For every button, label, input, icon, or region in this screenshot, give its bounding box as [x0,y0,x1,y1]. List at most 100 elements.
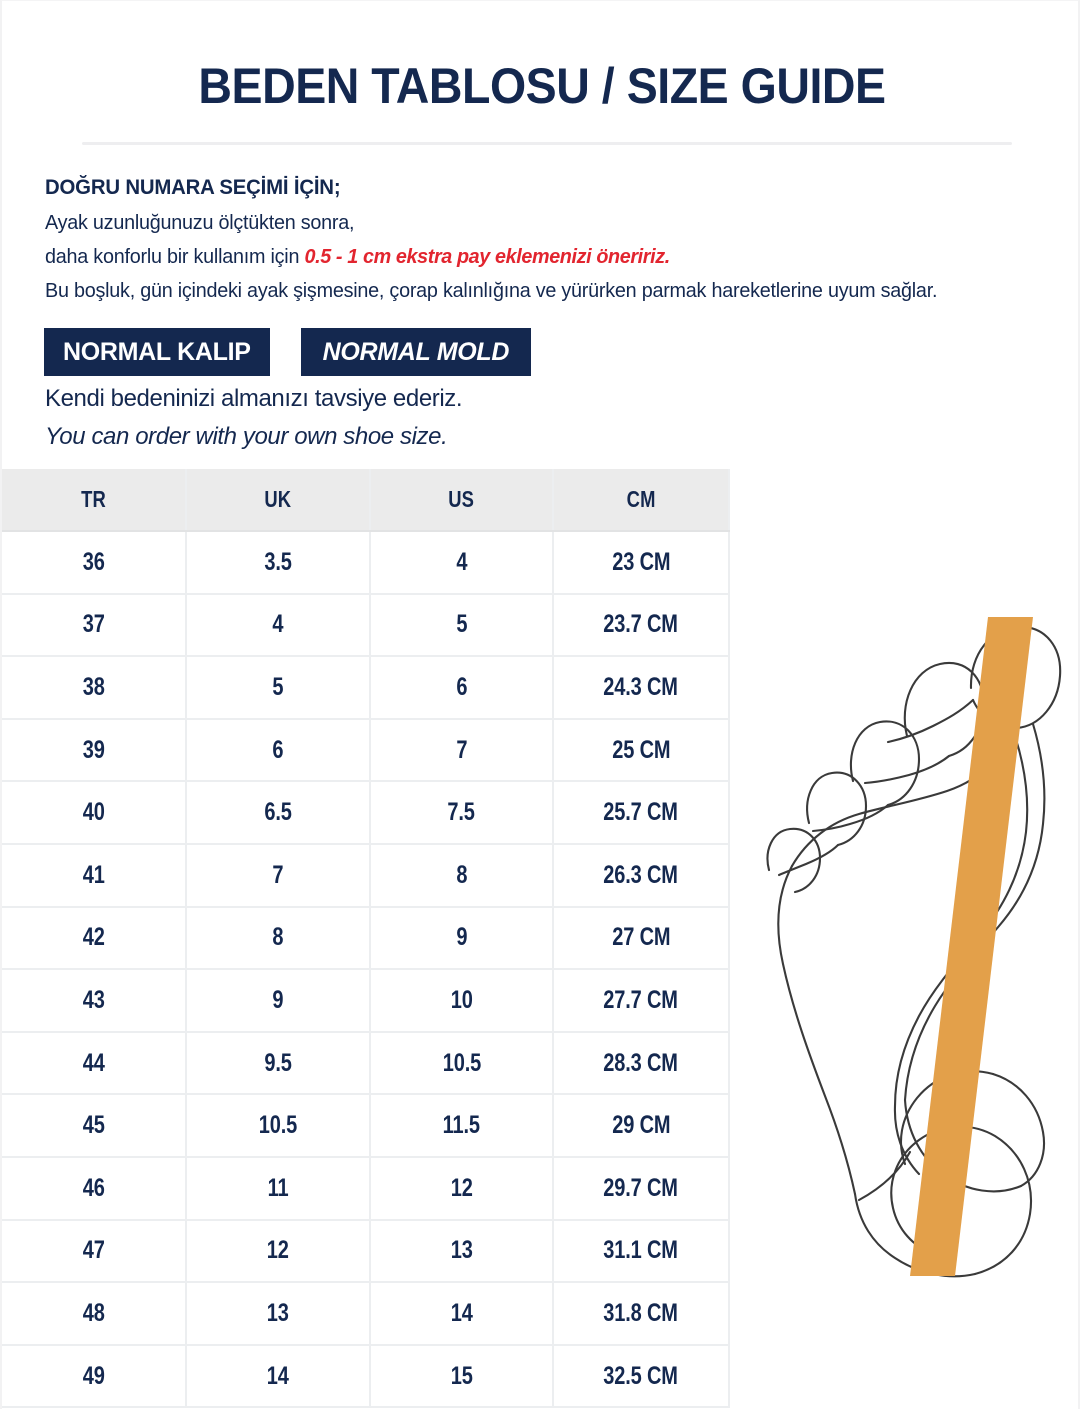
cell-value: 44 [82,1048,105,1077]
cell-value: 27 CM [611,923,671,952]
cell-tr: 41 [2,843,187,908]
cell-value: 10.5 [258,1111,298,1140]
table-row: 47 12 13 31.1 CM [2,1219,730,1284]
cell-value: 10 [450,985,473,1014]
badge-normal-mold: NORMAL MOLD [300,328,532,376]
table-header: TR UK US CM [2,469,730,532]
cell-uk: 8 [186,906,371,971]
cell-us: 11.5 [370,1094,554,1158]
cell-value: 25.7 CM [603,798,679,827]
cell-value: 42 [82,923,105,952]
cell-value: 14 [267,1361,289,1390]
cell-uk: 14 [186,1344,371,1409]
table-row: 44 9.5 10.5 28.3 CM [2,1031,730,1096]
cell-value: 4 [456,547,467,576]
cell-value: 13 [450,1236,473,1265]
cell-value: 41 [82,860,105,889]
cell-tr: 44 [2,1031,187,1096]
cell-value: 13 [267,1298,289,1327]
cell-value: 43 [82,985,105,1014]
cell-value: 37 [82,610,105,639]
cell-us: 7 [370,718,554,783]
cell-value: 7 [456,735,467,764]
cell-cm: 24.3 CM [553,656,730,720]
table-row: 40 6.5 7.5 25.7 CM [2,781,730,845]
column-header-label: US [448,486,475,512]
intro-line-2-prefix: daha konforlu bir kullanım için [45,245,305,268]
cell-value: 7.5 [447,798,476,827]
cell-value: 29 CM [611,1111,671,1140]
cell-cm: 26.3 CM [553,843,730,908]
cell-tr: 43 [2,969,187,1033]
cell-value: 14 [450,1298,473,1327]
cell-cm: 27 CM [553,906,730,971]
cell-value: 39 [82,735,105,764]
column-header-label: CM [626,486,656,512]
cell-cm: 32.5 CM [553,1344,730,1409]
cell-value: 45 [82,1111,105,1140]
cell-value: 28.3 CM [603,1048,679,1077]
cell-value: 48 [82,1298,105,1327]
cell-value: 4 [272,610,284,639]
cell-value: 49 [82,1361,105,1390]
cell-uk: 9.5 [186,1031,371,1096]
intro-line-2-emphasis: 0.5 - 1 cm ekstra pay eklemenizi öneriri… [304,245,670,268]
table-row: 46 11 12 29.7 CM [2,1156,730,1221]
cell-value: 36 [82,547,105,576]
column-header-us: US [370,469,554,532]
table-row: 39 6 7 25 CM [2,718,730,783]
cell-uk: 6 [186,718,371,783]
cell-value: 23 CM [611,547,671,576]
cell-uk: 11 [186,1156,371,1221]
cell-us: 13 [370,1219,554,1284]
cell-value: 38 [82,672,105,701]
cell-cm: 31.1 CM [553,1219,730,1284]
intro-block: DOĞRU NUMARA SEÇİMİ İÇİN; Ayak uzunluğun… [45,173,1045,306]
table-body: 36 3.5 4 23 CM 37 4 5 23.7 CM 38 5 6 24.3 CM 39 6 7 25 … [2,531,730,1409]
cell-cm: 23 CM [553,531,730,595]
cell-uk: 7 [186,843,371,908]
cell-value: 24.3 CM [603,672,679,701]
cell-value: 12 [450,1173,473,1202]
cell-tr: 38 [2,656,187,720]
cell-value: 40 [82,798,105,827]
table-row: 37 4 5 23.7 CM [2,593,730,658]
recommendation-english: You can order with your own shoe size. [45,423,448,450]
cell-us: 9 [370,906,554,971]
column-header-cm: CM [553,469,730,532]
cell-cm: 23.7 CM [553,593,730,658]
table-row: 41 7 8 26.3 CM [2,843,730,908]
cell-cm: 28.3 CM [553,1031,730,1096]
page-title: BEDEN TABLOSU / SIZE GUIDE [198,58,886,114]
cell-value: 11 [267,1173,289,1202]
cell-tr: 48 [2,1282,187,1346]
cell-us: 12 [370,1156,554,1221]
cell-value: 25 CM [611,735,671,764]
cell-tr: 45 [2,1094,187,1158]
cell-us: 15 [370,1344,554,1409]
cell-us: 5 [370,593,554,658]
cell-us: 6 [370,656,554,720]
cell-uk: 9 [186,969,371,1033]
cell-cm: 29 CM [553,1094,730,1158]
cell-value: 29.7 CM [603,1173,679,1202]
table-row: 38 5 6 24.3 CM [2,656,730,720]
table-row: 49 14 15 32.5 CM [2,1344,730,1409]
mold-badges: NORMAL KALIP NORMAL MOLD [44,328,532,376]
cell-value: 9 [456,923,467,952]
badge-normal-kalip: NORMAL KALIP [44,328,270,376]
cell-uk: 6.5 [186,781,371,845]
table-row: 48 13 14 31.8 CM [2,1282,730,1346]
table-row: 45 10.5 11.5 29 CM [2,1094,730,1158]
cell-uk: 3.5 [186,531,371,595]
cell-value: 6.5 [264,798,292,827]
cell-value: 10.5 [442,1048,481,1077]
cell-value: 5 [456,610,467,639]
cell-us: 10 [370,969,554,1033]
cell-value: 26.3 CM [603,860,679,889]
cell-tr: 39 [2,718,187,783]
cell-value: 6 [272,735,284,764]
column-header-label: UK [264,486,292,512]
cell-value: 12 [267,1236,289,1265]
